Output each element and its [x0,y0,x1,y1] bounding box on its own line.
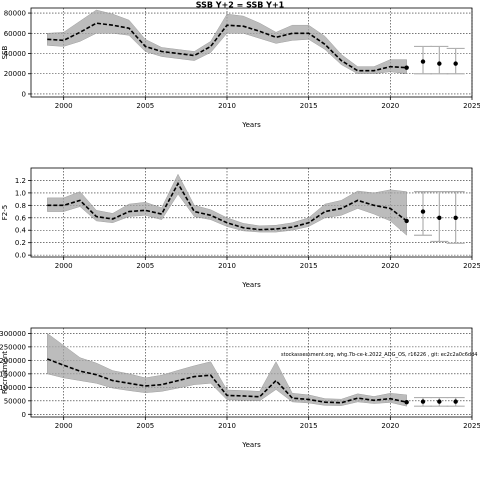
y-axis-label: F2-5 [1,205,9,220]
panel-3: 2000 2005 2010 2015 2020 2025 0 50000 100000 1500… [0,327,480,449]
x-tick-label: 2005 [136,422,154,430]
y-tick-label: 150000 [0,370,26,378]
y-tick-label: 80000 [4,10,26,18]
panel-2: 2000 2005 2010 2015 2020 2025 0.0 0.2 0.4 0.6 0.8 1… [1,167,480,289]
y-tick-label: 0.4 [15,227,27,235]
confidence-band [47,173,407,236]
projection-point [453,61,458,66]
confidence-band [47,9,407,75]
x-tick-label: 2000 [55,102,73,110]
x-tick-label: 2010 [218,102,236,110]
y-tick-label: 50000 [4,397,26,405]
x-axis-label: Years [241,441,261,449]
y-tick-label: 100000 [0,384,26,392]
plot-frame [30,7,473,98]
projection-point [420,399,426,404]
y-tick-label: 0.0 [15,252,26,260]
x-tick-label: 2005 [136,262,154,270]
y-tick-label: 0.6 [15,214,27,222]
projection-point [437,399,442,404]
source-annotation: stockassessment.org, whg.7b-ce-k.2022_AD… [281,352,477,358]
y-tick-label: 20000 [4,70,26,78]
x-tick-label: 2025 [463,262,480,270]
y-tick-label: 0.8 [15,202,26,210]
y-tick-label: 40000 [4,50,26,58]
projection-point [437,215,442,220]
x-tick-label: 2010 [218,262,236,270]
y-tick-label: 1.0 [15,189,26,197]
y-tick-label: 250000 [0,343,26,351]
y-tick-label: 300000 [0,330,26,338]
projection-point [420,209,426,214]
projection-point [420,59,426,64]
x-axis-label: Years [241,281,261,289]
projection-point [437,61,442,66]
y-axis-label: SSB [1,45,9,59]
y-tick-label: 60000 [4,30,26,38]
y-tick-label: 200000 [0,357,26,365]
last-estimate-point [404,65,409,70]
y-tick-label: 0 [22,411,26,419]
x-tick-label: 2020 [381,262,399,270]
plot-frame [30,167,473,258]
projection-point [453,215,458,220]
x-tick-label: 2020 [381,422,399,430]
projection-point [453,399,458,404]
confidence-band [47,332,407,407]
last-estimate-point [404,399,409,405]
x-tick-label: 2015 [300,102,318,110]
y-tick-label: 1.2 [15,177,26,185]
x-tick-label: 2025 [463,102,480,110]
x-tick-label: 2020 [381,102,399,110]
chart-title: SSB Y+2 = SSB Y+1 [196,1,285,10]
x-tick-label: 2010 [218,422,236,430]
x-tick-label: 2000 [55,422,73,430]
x-tick-label: 2005 [136,102,154,110]
estimate-line [47,181,408,231]
x-tick-label: 2015 [300,262,318,270]
x-tick-label: 2000 [55,262,73,270]
y-tick-label: 0 [22,90,26,98]
estimate-line [47,358,407,404]
estimate-line [47,22,407,72]
last-estimate-point [404,218,409,224]
panel-1: 2000 2005 2010 2015 2020 2025 0 20000 40000 60000… [1,7,480,129]
y-axis-label: Recruitment [1,351,9,394]
y-tick-label: 0.2 [15,239,26,247]
x-tick-label: 2015 [300,422,318,430]
plot-frame [30,327,473,418]
x-tick-label: 2025 [463,422,480,430]
x-axis-label: Years [241,121,261,129]
